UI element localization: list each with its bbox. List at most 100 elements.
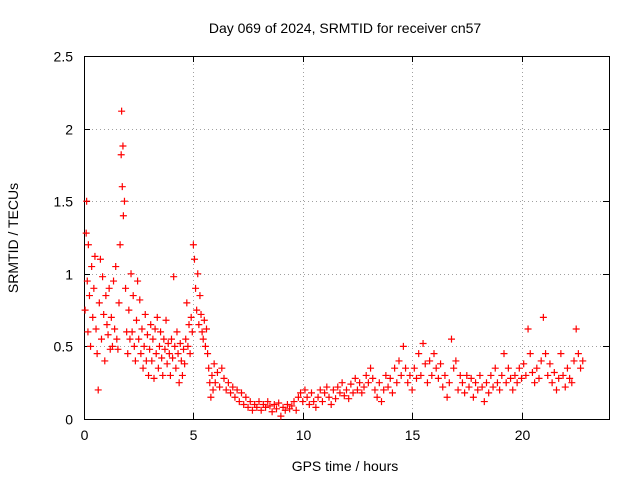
data-point [553, 386, 560, 394]
data-point [140, 342, 148, 350]
data-point [465, 383, 473, 391]
data-point [574, 350, 582, 358]
data-point [235, 398, 243, 406]
data-point [168, 335, 175, 343]
data-point [579, 357, 587, 365]
data-point [373, 393, 381, 401]
data-point [268, 408, 276, 416]
data-point [452, 357, 460, 365]
data-point [174, 350, 182, 358]
data-point [544, 371, 552, 379]
data-point [119, 212, 127, 220]
data-point [340, 392, 348, 400]
data-point [99, 273, 107, 281]
data-point [533, 364, 541, 372]
data-point [196, 292, 204, 300]
data-point [248, 406, 256, 414]
data-point [222, 386, 230, 394]
data-point [117, 151, 125, 159]
data-point [227, 389, 235, 397]
data-point [522, 371, 530, 379]
data-point [417, 371, 425, 379]
data-point [93, 350, 101, 358]
data-point [103, 321, 111, 329]
data-point [131, 357, 139, 365]
data-point [126, 335, 134, 343]
data-point [155, 342, 163, 350]
data-point [472, 379, 480, 387]
data-point [82, 229, 90, 237]
data-point [461, 389, 469, 397]
data-point [149, 335, 157, 343]
plot-frame [84, 56, 610, 420]
data-point [397, 371, 405, 379]
data-point [332, 395, 340, 403]
data-point [89, 313, 97, 321]
data-point [275, 399, 283, 407]
data-point [483, 379, 490, 387]
data-point [200, 316, 208, 324]
data-point [485, 389, 493, 397]
data-point [170, 273, 178, 281]
data-point [395, 357, 403, 365]
x-axis-label: GPS time / hours [292, 458, 399, 474]
data-point [480, 398, 488, 406]
data-point [163, 360, 171, 368]
data-point [404, 379, 412, 387]
data-point [124, 350, 132, 358]
data-point [292, 406, 300, 414]
data-point [454, 386, 462, 394]
data-point [458, 379, 466, 387]
data-point [380, 386, 388, 394]
data-point [211, 379, 219, 387]
data-point [528, 369, 536, 377]
data-point [329, 386, 337, 394]
data-point [153, 313, 161, 321]
data-point [231, 393, 239, 401]
data-point [426, 357, 434, 365]
data-point [253, 403, 261, 411]
data-point [281, 406, 289, 414]
data-point [406, 371, 414, 379]
data-point [321, 389, 329, 397]
data-point [197, 310, 205, 318]
data-point [162, 316, 170, 324]
data-point [450, 364, 458, 372]
data-point [85, 292, 93, 300]
data-point [478, 383, 486, 391]
data-point [204, 350, 212, 358]
data-point [183, 299, 191, 307]
data-point [408, 386, 416, 394]
data-point [193, 306, 201, 314]
data-point [115, 299, 123, 307]
data-point [474, 386, 482, 394]
data-point [189, 241, 197, 249]
data-point [518, 374, 525, 382]
data-point [546, 360, 554, 368]
data-point [496, 386, 504, 394]
data-point [448, 335, 455, 343]
data-point [143, 331, 151, 339]
data-point [165, 350, 173, 358]
data-point [90, 284, 98, 292]
data-point [421, 360, 429, 368]
data-point [95, 299, 103, 307]
data-point [141, 310, 149, 318]
data-point [469, 393, 477, 401]
data-point [568, 379, 576, 387]
data-point [358, 389, 366, 397]
data-point [172, 364, 180, 372]
data-point [175, 379, 183, 387]
data-point [375, 379, 383, 387]
data-point [119, 142, 127, 150]
data-point [535, 374, 543, 382]
data-point [128, 328, 136, 336]
data-point [113, 335, 121, 343]
data-point [367, 364, 375, 372]
data-point [550, 369, 558, 377]
y-axis-label: SRMTID / TECUs [5, 183, 21, 293]
data-point [242, 393, 250, 401]
data-point [218, 364, 226, 372]
data-point [515, 364, 523, 372]
